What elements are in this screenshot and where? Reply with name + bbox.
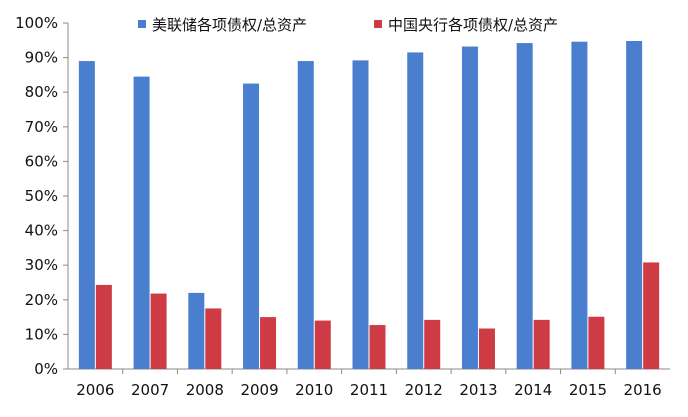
bar-series-1-2011	[352, 60, 369, 369]
bar-series-1-2013	[461, 46, 478, 369]
y-tick-label: 20%	[25, 291, 58, 309]
bars-group	[78, 40, 660, 370]
bar-series-1-2014	[516, 43, 533, 370]
y-tick-label: 70%	[25, 118, 58, 136]
bar-series-2-2006	[95, 284, 112, 369]
x-tick-label: 2012	[405, 381, 443, 399]
y-tick-label: 0%	[34, 360, 58, 378]
bar-series-2-2009	[260, 317, 277, 369]
y-tick-label: 80%	[25, 83, 58, 101]
x-tick-label: 2006	[76, 381, 114, 399]
y-tick-label: 30%	[25, 256, 58, 274]
legend-swatch-series-1	[138, 20, 146, 28]
x-axis-ticks: 2006 2007 2008 2009 2010 2011 2012 2013 2014 2015…	[76, 369, 662, 399]
bar-series-2-2015	[588, 316, 605, 369]
bar-series-1-2015	[571, 41, 588, 370]
bar-series-2-2014	[533, 319, 550, 369]
bar-series-1-2016	[626, 40, 643, 369]
legend-label-series-1: 美联储各项债权/总资产	[152, 16, 307, 34]
y-tick-label: 90%	[25, 49, 58, 67]
bar-series-2-2010	[314, 320, 331, 369]
bar-series-1-2007	[133, 76, 150, 369]
legend-swatch-series-2	[374, 20, 382, 28]
bar-series-2-2016	[643, 262, 660, 369]
y-axis-ticks: 0% 10% 20% 30% 40% 50% 60% 70% 80% 90% 100%	[15, 14, 68, 378]
bar-series-2-2013	[478, 328, 495, 369]
x-tick-label: 2007	[131, 381, 169, 399]
bar-series-1-2006	[78, 61, 95, 370]
bar-series-1-2008	[188, 292, 205, 369]
y-tick-label: 100%	[15, 14, 58, 32]
y-tick-label: 10%	[25, 325, 58, 343]
x-tick-label: 2015	[569, 381, 607, 399]
y-tick-label: 50%	[25, 187, 58, 205]
bar-series-1-2009	[243, 83, 260, 370]
x-tick-label: 2014	[514, 381, 552, 399]
legend-label-series-2: 中国央行各项债权/总资产	[388, 16, 558, 34]
y-tick-label: 40%	[25, 222, 58, 240]
x-tick-label: 2011	[350, 381, 388, 399]
x-tick-label: 2008	[186, 381, 224, 399]
y-tick-label: 60%	[25, 152, 58, 170]
bar-series-1-2010	[297, 61, 314, 370]
x-tick-label: 2010	[295, 381, 333, 399]
bar-series-2-2007	[150, 293, 167, 369]
bar-series-2-2011	[369, 325, 386, 369]
x-tick-label: 2013	[459, 381, 497, 399]
legend: 美联储各项债权/总资产 中国央行各项债权/总资产	[138, 16, 558, 34]
bar-series-2-2008	[205, 308, 222, 369]
x-tick-label: 2016	[624, 381, 662, 399]
x-tick-label: 2009	[240, 381, 278, 399]
bar-series-2-2012	[424, 319, 441, 369]
bar-series-1-2012	[407, 52, 424, 369]
